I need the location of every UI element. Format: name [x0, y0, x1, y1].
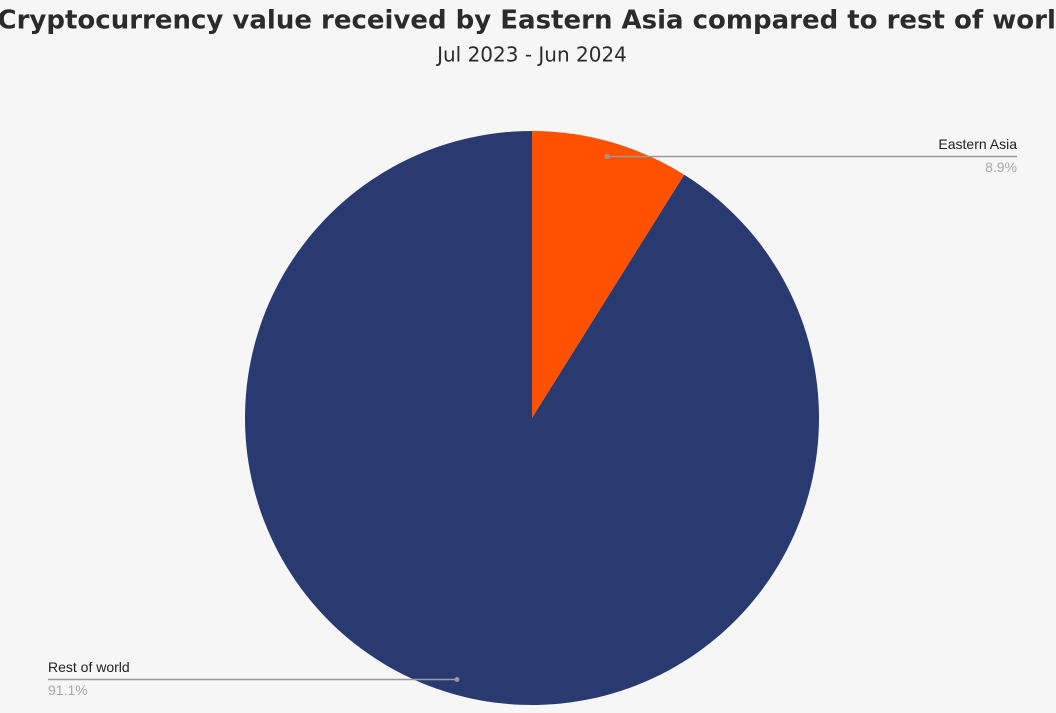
slice-label: Rest of world [48, 659, 130, 675]
leader-dot [604, 153, 610, 159]
leader-dot [454, 677, 460, 683]
slice-label: Eastern Asia [938, 136, 1017, 152]
pie-slice [532, 131, 685, 418]
slice-value-label: 8.9% [985, 159, 1017, 175]
chart-title: Cryptocurrency value received by Eastern… [0, 6, 1056, 36]
chart-subtitle: Jul 2023 - Jun 2024 [435, 43, 627, 67]
slice-value-label: 91.1% [48, 682, 88, 698]
pie-slice [245, 131, 820, 705]
